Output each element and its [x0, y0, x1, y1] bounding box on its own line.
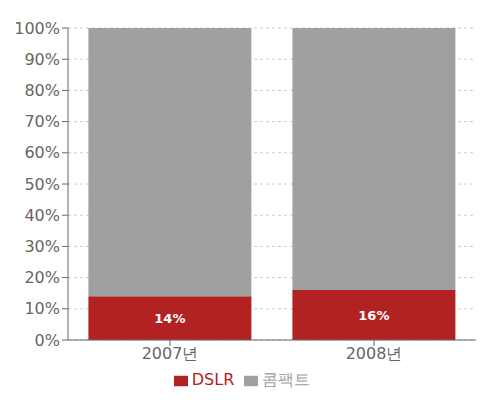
svg-text:100%: 100% — [14, 19, 60, 38]
svg-text:2007년: 2007년 — [142, 344, 199, 363]
svg-text:20%: 20% — [24, 268, 60, 287]
svg-text:60%: 60% — [24, 143, 60, 162]
svg-text:2008년: 2008년 — [346, 344, 403, 363]
html-text:콤팩트: 콤팩트 — [262, 370, 311, 389]
svg-text:16%: 16% — [358, 308, 389, 323]
svg-text:80%: 80% — [24, 81, 60, 100]
svg-text:10%: 10% — [24, 299, 60, 318]
svg-text:30%: 30% — [24, 237, 60, 256]
svg-text:70%: 70% — [24, 112, 60, 131]
html-text:DSLR: DSLR — [191, 370, 235, 389]
svg-text:0%: 0% — [35, 331, 60, 350]
svg-text:50%: 50% — [24, 175, 60, 194]
svg-text:14%: 14% — [154, 311, 185, 326]
svg-text:40%: 40% — [24, 206, 60, 225]
svg-text:90%: 90% — [24, 50, 60, 69]
